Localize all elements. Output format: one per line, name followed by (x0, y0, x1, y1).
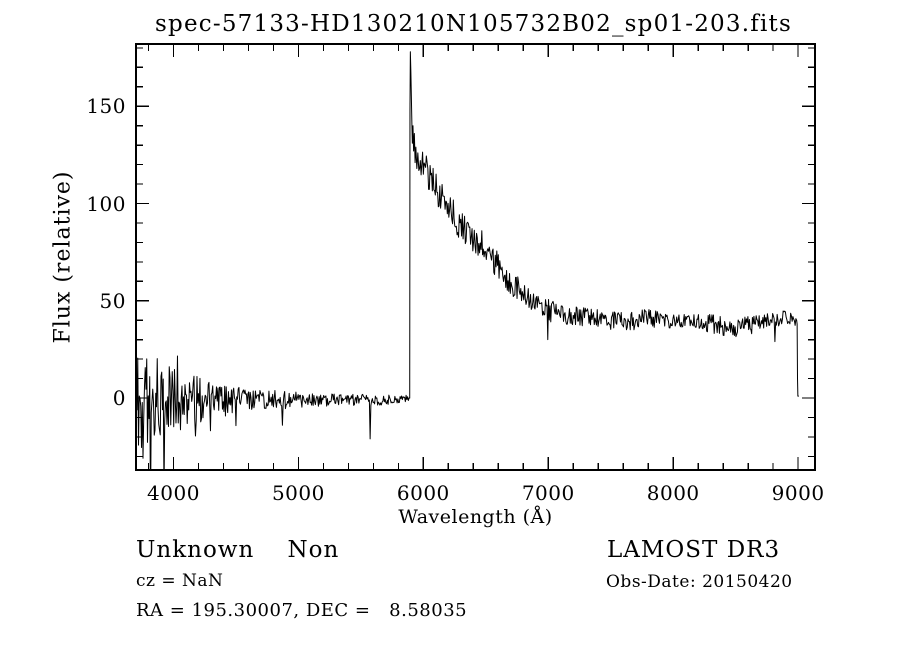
survey-label: LAMOST DR3 (607, 537, 781, 563)
y-tick-label: 50 (99, 288, 126, 313)
x-tick-label: 7000 (521, 481, 575, 505)
obs-date: Obs-Date: 20150420 (606, 572, 793, 592)
y-tick-label: 150 (86, 94, 126, 119)
x-axis-label: Wavelength (Å) (398, 506, 553, 528)
axis-ticks (136, 44, 815, 470)
x-tick-label: 9000 (771, 481, 825, 505)
plot-box (135, 43, 816, 471)
x-tick-label: 6000 (396, 481, 450, 505)
x-tick-label: 4000 (147, 481, 200, 505)
cz-value: cz = NaN (136, 571, 224, 591)
x-tick-label: 5000 (271, 481, 325, 505)
y-tick-label: 0 (112, 386, 126, 411)
spectrum-path (136, 51, 799, 470)
y-tick-label: 100 (86, 191, 126, 216)
class-label: Unknown Non (136, 537, 340, 563)
plot-title: spec-57133-HD130210N105732B02_sp01-203.f… (155, 11, 792, 37)
ra-dec-value: RA = 195.30007, DEC = 8.58035 (136, 600, 468, 621)
x-tick-label: 8000 (646, 481, 700, 505)
spectrum-line (136, 51, 799, 470)
